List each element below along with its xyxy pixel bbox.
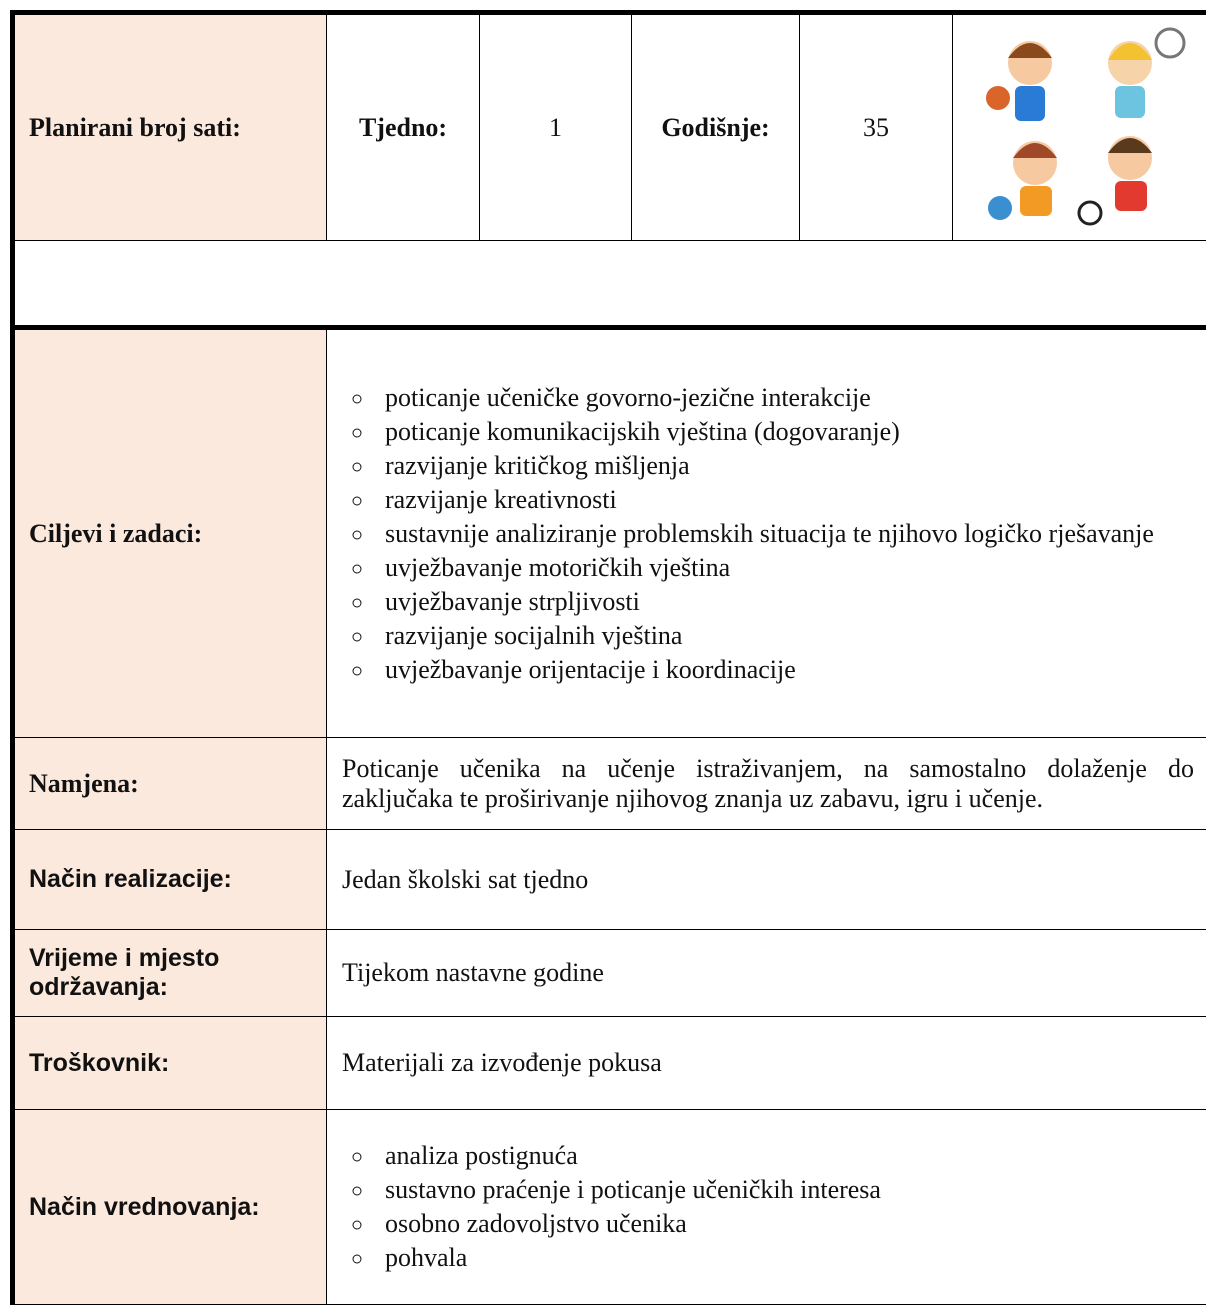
empty-row [15,241,1206,326]
row-text: Poticanje učenika na učenje istraživanje… [342,753,1194,813]
yearly-label: Godišnje: [632,15,800,241]
list-item: uvježbavanje orijentacije i koordinacije [375,653,1154,687]
list-item: osobno zadovoljstvo učenika [375,1207,881,1241]
row-text: Jedan školski sat tjedno [342,864,589,894]
row-text: Materijali za izvođenje pokusa [342,1048,662,1077]
hours-label: Planirani broj sati: [15,15,327,241]
row-label: Vrijeme i mjesto održavanja: [15,930,327,1017]
weekly-value: 1 [480,15,632,241]
yearly-value: 35 [800,15,953,241]
top-border [10,10,1206,15]
list-item: poticanje komunikacijskih vještina (dogo… [375,415,1154,449]
row-content: Poticanje učenika na učenje istraživanje… [327,738,1206,830]
list-item: sustavno praćenje i poticanje učeničkih … [375,1173,881,1207]
row-content: poticanje učeničke govorno-jezične inter… [327,330,1206,738]
list-item: sustavnije analiziranje problemskih situ… [375,517,1154,551]
row-content: analiza postignućasustavno praćenje i po… [327,1110,1206,1305]
row-text: Tijekom nastavne godine [342,958,604,987]
list-item: razvijanje kreativnosti [375,483,1154,517]
list-item: poticanje učeničke govorno-jezične inter… [375,381,1154,415]
row-label: Ciljevi i zadaci: [15,330,327,738]
left-border [10,10,15,1305]
list-item: uvježbavanje motoričkih vještina [375,551,1154,585]
row-content: Jedan školski sat tjedno [327,830,1206,930]
bullet-list: analiza postignućasustavno praćenje i po… [327,1139,881,1275]
list-item: razvijanje socijalnih vještina [375,619,1154,653]
bullet-list: poticanje učeničke govorno-jezične inter… [327,381,1154,687]
list-item: analiza postignuća [375,1139,881,1173]
row-label: Namjena: [15,738,327,830]
image-cell [953,15,1206,241]
row-label: Troškovnik: [15,1017,327,1110]
row-content: Materijali za izvođenje pokusa [327,1017,1206,1110]
thick-divider [10,326,1206,330]
row-label: Način vrednovanja: [15,1110,327,1305]
list-item: razvijanje kritičkog mišljenja [375,449,1154,483]
weekly-label: Tjedno: [327,15,480,241]
row-content: Tijekom nastavne godine [327,930,1206,1017]
row-label: Način realizacije: [15,830,327,930]
list-item: pohvala [375,1241,881,1275]
list-item: uvježbavanje strpljivosti [375,585,1154,619]
kids-illustration [985,27,1185,225]
